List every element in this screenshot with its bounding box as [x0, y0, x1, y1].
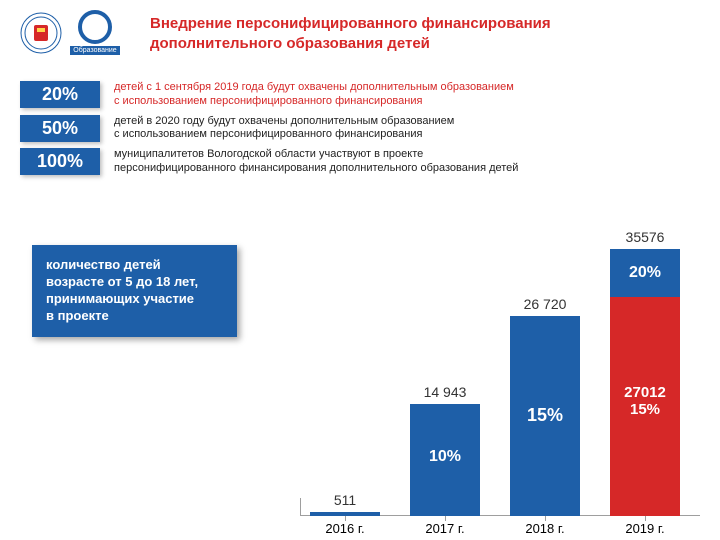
- percent-row: 50% детей в 2020 году будут охвачены допо…: [20, 115, 720, 143]
- bar-inner-label: 15%: [510, 405, 580, 426]
- page-title: Внедрение персонифицированного финансиро…: [150, 14, 551, 53]
- bar-top-segment: 20%: [610, 249, 680, 297]
- bar-value: 35576: [585, 229, 705, 245]
- x-label: 2019 г.: [605, 521, 685, 536]
- percent-badge: 20%: [20, 81, 100, 108]
- education-circle-icon: [78, 10, 112, 44]
- info-line: в проекте: [46, 308, 223, 325]
- x-label: 2016 г.: [305, 521, 385, 536]
- bar-value: 14 943: [385, 384, 505, 400]
- percent-badge: 100%: [20, 148, 100, 175]
- percent-text: детей в 2020 году будут охвачены дополни…: [114, 115, 454, 143]
- x-label: 2017 г.: [405, 521, 485, 536]
- education-badge-label: Образование: [70, 46, 120, 55]
- education-badge: Образование: [70, 10, 120, 55]
- x-label: 2018 г.: [505, 521, 585, 536]
- bar-inner-label: 10%: [410, 448, 480, 466]
- region-emblem-icon: [20, 12, 62, 54]
- bar-value: 511: [285, 492, 405, 508]
- chart-area: количество детей возрасте от 5 до 18 лет…: [0, 220, 720, 540]
- title-line1: Внедрение персонифицированного финансиро…: [150, 14, 551, 34]
- logo-area: Образование: [20, 10, 120, 55]
- info-line: принимающих участие: [46, 291, 223, 308]
- bar-value: 26 720: [485, 296, 605, 312]
- header: Образование Внедрение персонифицированно…: [0, 0, 720, 55]
- info-line: количество детей: [46, 257, 223, 274]
- percent-text: муниципалитетов Вологодской области учас…: [114, 148, 518, 176]
- percent-rows: 20% детей с 1 сентября 2019 года будут ох…: [0, 81, 720, 176]
- percent-row: 20% детей с 1 сентября 2019 года будут ох…: [20, 81, 720, 109]
- info-box: количество детей возрасте от 5 до 18 лет…: [32, 245, 237, 337]
- percent-badge: 50%: [20, 115, 100, 142]
- bar-inner-label: 27012 15%: [610, 384, 680, 418]
- bar-chart: 5112016 г.10%14 9432017 г.15%26 7202018 …: [300, 246, 700, 540]
- percent-text: детей с 1 сентября 2019 года будут охвач…: [114, 81, 514, 109]
- title-line2: дополнительного образования детей: [150, 34, 551, 54]
- percent-row: 100% муниципалитетов Вологодской области …: [20, 148, 720, 176]
- info-line: возрасте от 5 до 18 лет,: [46, 274, 223, 291]
